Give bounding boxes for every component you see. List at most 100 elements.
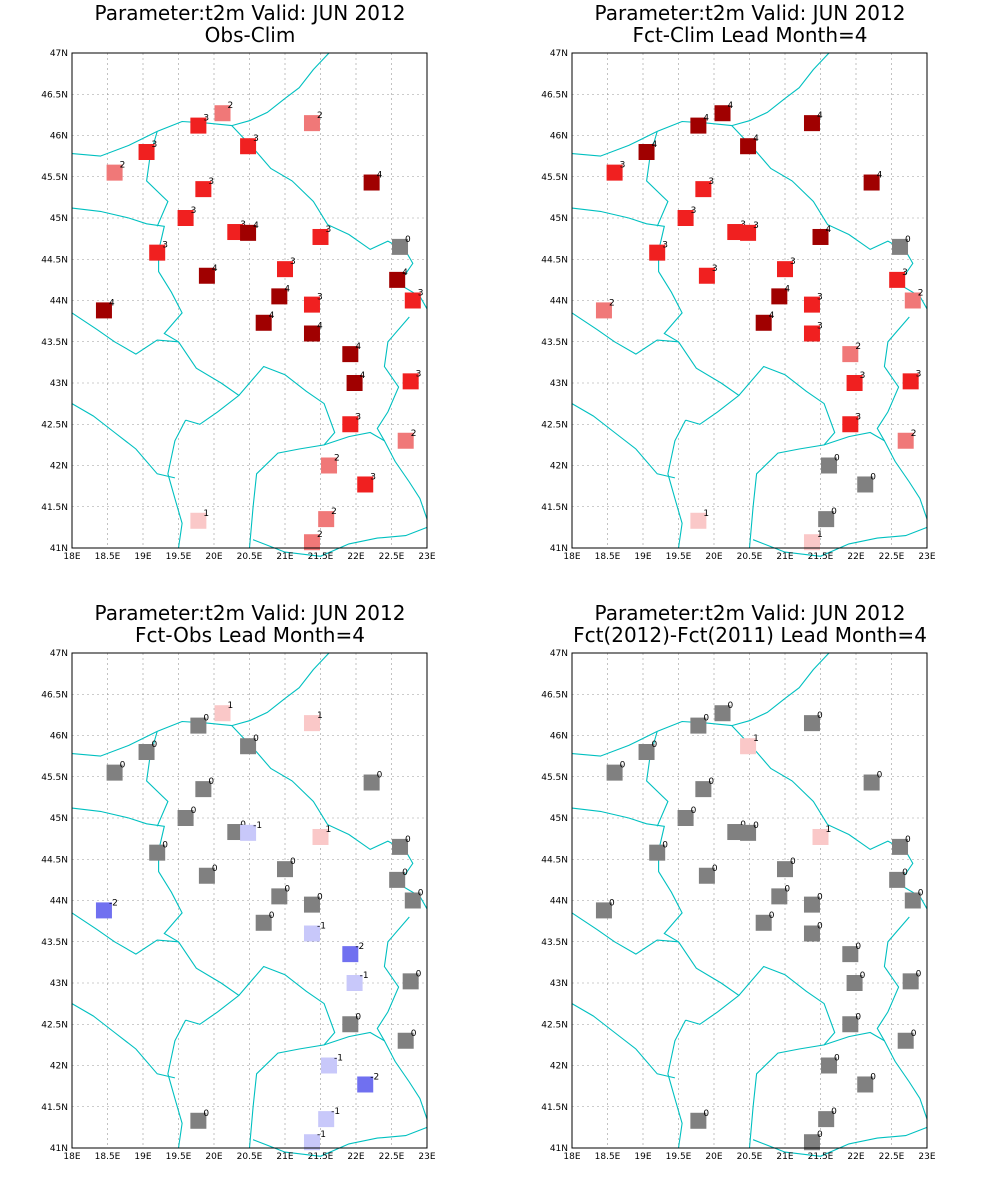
station-value-label: 0 — [212, 864, 218, 874]
y-tick-label: 47N — [550, 649, 568, 659]
y-tick-label: 41.5N — [541, 503, 568, 513]
station-marker — [227, 224, 244, 241]
y-tick-label: 44N — [550, 897, 568, 907]
y-tick-label: 44.5N — [541, 855, 568, 865]
station-value-label: 0 — [662, 841, 668, 851]
station-value-label: 4 — [360, 371, 366, 381]
station-value-label: 3 — [208, 177, 214, 187]
country-border — [252, 1126, 428, 1157]
station-marker — [904, 892, 921, 909]
station-marker — [149, 844, 166, 861]
y-tick-label: 44.5N — [41, 255, 68, 265]
panel-subtitle: Fct-Obs Lead Month=4 — [135, 623, 365, 647]
station-value-label: 2 — [317, 530, 323, 540]
x-tick-label: 20.5E — [237, 1152, 263, 1162]
x-tick-label: 20E — [205, 1152, 222, 1162]
plot-frame — [71, 652, 428, 1149]
x-tick-label: 18E — [63, 552, 80, 562]
x-tick-label: 22.5E — [879, 552, 905, 562]
station-value-label: 3 — [152, 140, 158, 150]
station-value-label: 3 — [860, 371, 866, 381]
station-marker — [690, 1112, 707, 1129]
station-value-label: 1 — [317, 711, 323, 721]
station-marker — [303, 534, 320, 551]
y-tick-label: 42N — [50, 462, 68, 472]
y-tick-label: 41.5N — [41, 503, 68, 513]
country-border — [823, 431, 928, 520]
station-value-label: -2 — [109, 898, 118, 908]
station-marker — [389, 271, 406, 288]
country-border — [738, 365, 836, 549]
station-marker — [357, 476, 374, 493]
station-marker — [303, 896, 320, 913]
country-border — [752, 526, 928, 557]
station-value-label: 3 — [817, 293, 823, 303]
country-border — [71, 207, 183, 343]
station-value-label: 4 — [652, 140, 658, 150]
station-marker — [303, 715, 320, 732]
station-value-label: 0 — [708, 777, 714, 787]
station-value-label: 0 — [918, 889, 924, 899]
station-marker — [812, 828, 829, 845]
station-marker — [303, 1134, 320, 1151]
station-value-label: 0 — [411, 1029, 417, 1039]
station-value-label: 1 — [703, 509, 709, 519]
x-tick-label: 21.5E — [808, 1152, 834, 1162]
station-marker — [803, 115, 820, 132]
station-marker — [690, 512, 707, 529]
station-value-label: 0 — [208, 777, 214, 787]
station-value-label: 0 — [703, 714, 709, 724]
station-marker — [771, 288, 788, 305]
y-tick-label: 45.5N — [541, 173, 568, 183]
x-tick-label: 18E — [563, 1152, 580, 1162]
y-tick-label: 46N — [50, 132, 68, 142]
station-marker — [357, 1076, 374, 1093]
station-value-label: 4 — [377, 171, 383, 181]
y-tick-label: 46.5N — [541, 690, 568, 700]
station-value-label: 2 — [911, 429, 917, 439]
x-tick-label: 20E — [705, 1152, 722, 1162]
station-value-label: 3 — [902, 268, 908, 278]
country-border — [71, 1003, 176, 1079]
y-tick-label: 45.5N — [41, 773, 68, 783]
y-tick-label: 43.5N — [41, 338, 68, 348]
station-marker — [190, 717, 207, 734]
y-tick-label: 43.5N — [541, 338, 568, 348]
station-marker — [698, 267, 715, 284]
station-marker — [177, 210, 194, 226]
station-marker — [863, 774, 880, 791]
x-tick-label: 19E — [134, 552, 151, 562]
country-border — [738, 965, 836, 1149]
station-marker — [404, 892, 421, 909]
station-marker — [777, 261, 793, 278]
station-marker — [595, 902, 612, 919]
station-marker — [271, 288, 288, 305]
station-marker — [638, 744, 655, 760]
panel-title: Parameter:t2m Valid: JUN 2012 — [95, 1, 406, 25]
x-tick-label: 18.5E — [95, 1152, 121, 1162]
country-border — [178, 941, 240, 1025]
station-value-label: -1 — [334, 1054, 343, 1064]
station-marker — [892, 238, 909, 255]
station-value-label: 0 — [817, 893, 823, 903]
station-marker — [892, 838, 909, 855]
y-tick-label: 46.5N — [41, 690, 68, 700]
station-marker — [342, 346, 359, 363]
y-tick-label: 43N — [550, 979, 568, 989]
station-value-label: 0 — [609, 898, 615, 908]
station-marker — [106, 164, 123, 181]
country-border — [571, 912, 679, 955]
x-tick-label: 18E — [63, 1152, 80, 1162]
station-value-label: 0 — [355, 1012, 361, 1022]
station-value-label: 3 — [691, 206, 697, 216]
station-marker — [240, 824, 257, 841]
station-value-label: 4 — [269, 311, 275, 321]
station-marker — [740, 824, 757, 841]
station-value-label: 0 — [855, 942, 861, 952]
station-marker — [106, 764, 123, 781]
station-marker — [595, 302, 612, 319]
country-border — [252, 526, 428, 557]
country-border — [376, 316, 410, 442]
station-marker — [190, 512, 207, 529]
x-tick-label: 22E — [847, 552, 864, 562]
